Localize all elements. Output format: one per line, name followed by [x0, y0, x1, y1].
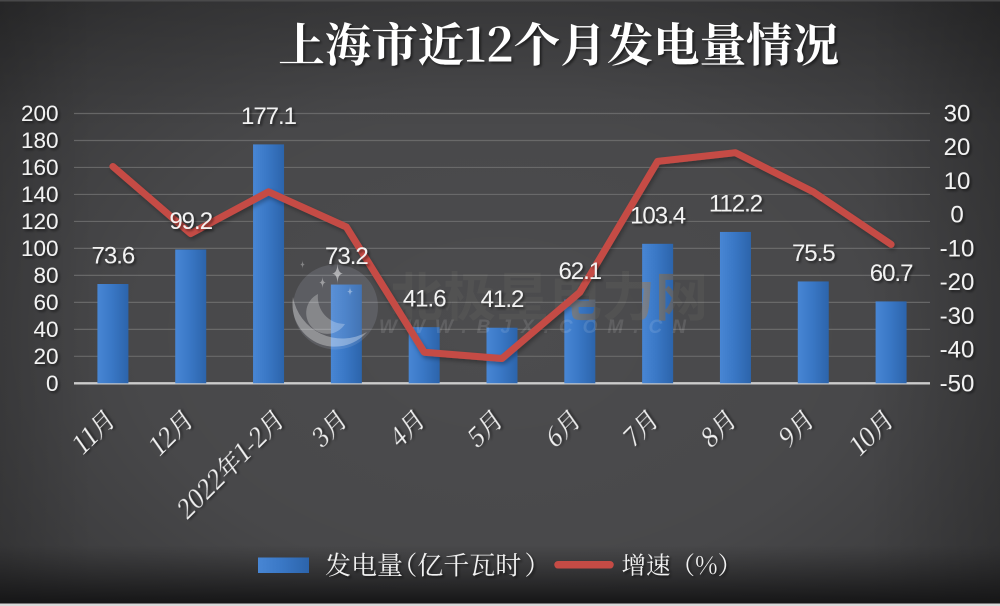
svg-text:40: 40: [33, 317, 58, 342]
svg-text:103.4: 103.4: [630, 202, 686, 229]
svg-text:-40: -40: [940, 337, 975, 364]
svg-text:120: 120: [21, 209, 59, 234]
svg-text:0: 0: [46, 371, 59, 396]
svg-text:200: 200: [21, 101, 59, 126]
svg-text:-30: -30: [940, 303, 975, 330]
svg-text:10: 10: [944, 168, 971, 195]
svg-text:-50: -50: [940, 370, 975, 397]
svg-text:20: 20: [33, 344, 58, 369]
svg-text:41.6: 41.6: [403, 286, 446, 313]
svg-text:180: 180: [21, 128, 59, 153]
svg-text:60: 60: [33, 290, 58, 315]
svg-text:112.2: 112.2: [709, 190, 763, 217]
svg-text:-10: -10: [940, 235, 975, 262]
svg-text:41.2: 41.2: [481, 286, 524, 313]
svg-text:62.1: 62.1: [558, 258, 601, 285]
svg-text:73.6: 73.6: [92, 243, 135, 270]
svg-text:100: 100: [21, 236, 59, 261]
svg-text:60.7: 60.7: [870, 260, 913, 287]
svg-text:99.2: 99.2: [169, 208, 212, 235]
svg-text:73.2: 73.2: [325, 243, 368, 270]
svg-text:20: 20: [944, 134, 971, 161]
svg-text:160: 160: [21, 155, 59, 180]
svg-text:177.1: 177.1: [241, 103, 297, 130]
svg-text:80: 80: [33, 263, 58, 288]
svg-text:-20: -20: [940, 269, 975, 296]
svg-text:75.5: 75.5: [792, 240, 835, 267]
svg-text:0: 0: [950, 202, 963, 229]
svg-text:140: 140: [21, 182, 59, 207]
svg-text:WWW.BJX.COM.CN: WWW.BJX.COM.CN: [379, 317, 696, 338]
svg-text:30: 30: [944, 101, 971, 128]
